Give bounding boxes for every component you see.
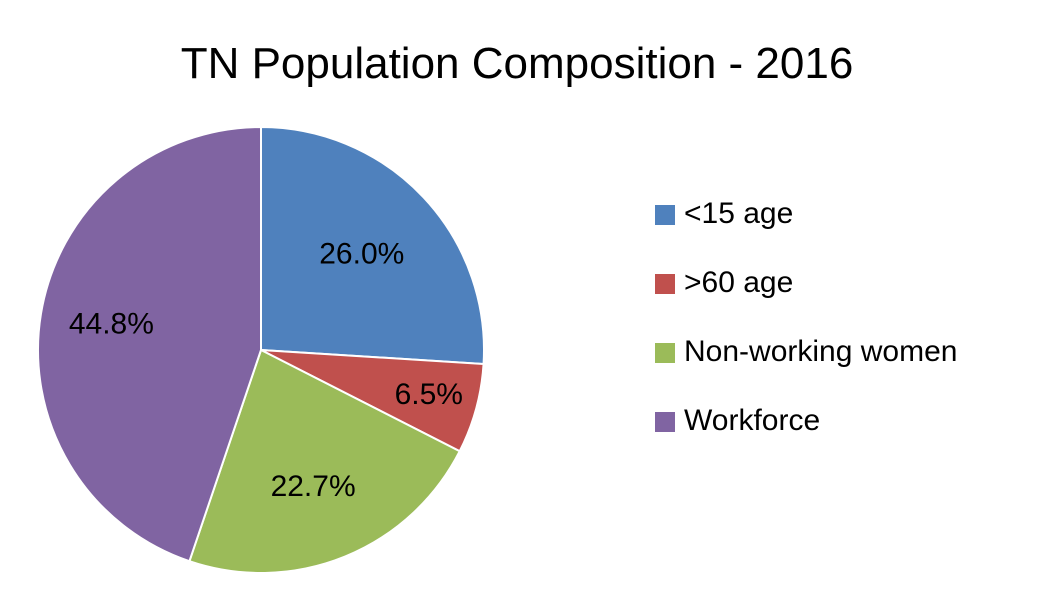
pie-slices — [37, 125, 485, 574]
pie-slice-1 — [260, 125, 485, 366]
data-label-2: 6.5% — [395, 378, 463, 411]
legend-label-3: Non-working women — [684, 335, 957, 368]
legend-swatch-3 — [655, 343, 675, 363]
chart-title: TN Population Composition - 2016 — [181, 39, 854, 88]
legend-swatch-1 — [655, 205, 675, 225]
pie-slice-4 — [37, 125, 262, 563]
data-label-4: 44.8% — [69, 307, 154, 340]
pie-data-labels: 26.0% 6.5% 22.7% 44.8% — [69, 237, 463, 503]
legend-swatch-4 — [655, 412, 675, 432]
data-label-1: 26.0% — [319, 237, 404, 270]
data-label-3: 22.7% — [271, 470, 356, 503]
legend-label-1: <15 age — [684, 197, 793, 230]
legend-swatch-2 — [655, 274, 675, 294]
pie-slice-3 — [188, 348, 462, 574]
legend-label-2: >60 age — [684, 266, 793, 299]
legend: <15 age >60 age Non-working women Workforce — [655, 197, 957, 437]
legend-label-4: Workforce — [684, 404, 820, 437]
